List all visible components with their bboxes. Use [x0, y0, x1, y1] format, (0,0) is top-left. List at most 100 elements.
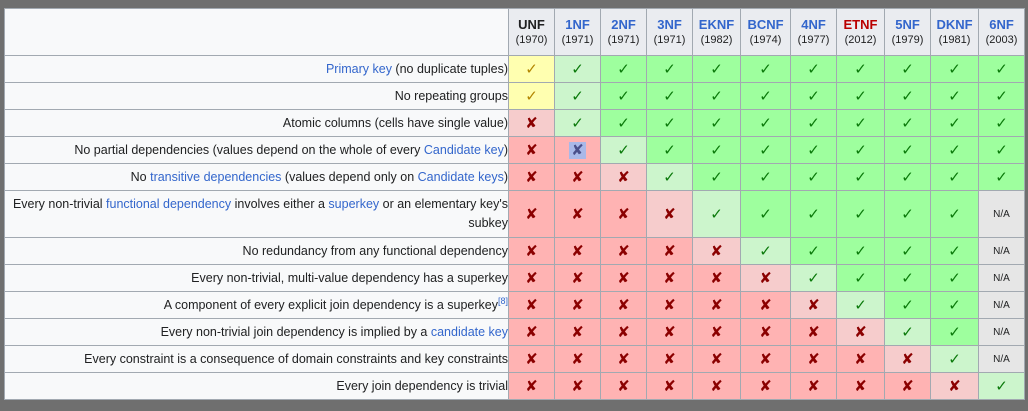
na-text: N/A: [993, 353, 1010, 365]
column-name-link[interactable]: 1NF: [565, 16, 590, 32]
check-icon: ✓: [759, 61, 772, 78]
check-icon: ✓: [901, 61, 914, 78]
cross-icon: ✘: [901, 351, 914, 368]
requirement-text: involves either a: [231, 197, 329, 212]
requirement-label: Every join dependency is trivial: [4, 372, 509, 400]
cross-icon: ✘: [759, 351, 772, 368]
cross-icon: ✘: [525, 297, 538, 314]
cross-icon: ✘: [807, 297, 820, 314]
cross-icon: ✘: [807, 351, 820, 368]
cell-4nf-cross-icon: ✘: [790, 318, 837, 346]
requirement-link[interactable]: Candidate key: [423, 142, 504, 157]
cell-6nf-na: N/A: [978, 264, 1025, 292]
check-icon: ✓: [854, 297, 867, 314]
cell-5nf-check-icon: ✓: [884, 190, 931, 238]
column-name-link[interactable]: 4NF: [801, 16, 826, 32]
cell-bcnf-check-icon: ✓: [740, 55, 791, 83]
requirement-label: Atomic columns (cells have single value): [4, 109, 509, 137]
requirement-text: No repeating groups: [394, 88, 508, 103]
requirement-link[interactable]: candidate key: [430, 324, 508, 339]
cell-6nf-na: N/A: [978, 237, 1025, 265]
cell-4nf-cross-icon: ✘: [790, 372, 837, 400]
requirement-link[interactable]: superkey: [328, 197, 380, 212]
cell-2nf-cross-icon: ✘: [600, 264, 647, 292]
cell-3nf-cross-icon: ✘: [646, 318, 693, 346]
column-name-link[interactable]: BCNF: [747, 16, 784, 32]
requirement-label: Every non-trivial functional dependency …: [4, 190, 509, 238]
cell-unf-cross-icon: ✘: [508, 163, 555, 191]
column-name-link[interactable]: 3NF: [657, 16, 682, 32]
column-name-link[interactable]: 2NF: [611, 16, 636, 32]
table-row: A component of every explicit join depen…: [4, 291, 1025, 319]
column-name-link[interactable]: 5NF: [895, 16, 920, 32]
check-icon: ✓: [710, 206, 723, 223]
cell-5nf-check-icon: ✓: [884, 109, 931, 137]
cell-etnf-cross-icon: ✘: [836, 345, 885, 373]
cross-icon: ✘: [525, 115, 538, 132]
check-icon: ✓: [571, 61, 584, 78]
check-icon: ✓: [617, 88, 630, 105]
header-corner: [4, 8, 509, 56]
column-name-link[interactable]: DKNF: [936, 16, 973, 32]
cell-unf-check-icon: ✓: [508, 55, 555, 83]
requirement-text: ): [503, 142, 508, 157]
check-icon: ✓: [901, 324, 914, 341]
normal-forms-table-container: UNF (1970) 1NF (1971) 2NF (1971) 3NF (1971) EKNF…: [4, 8, 1025, 400]
cell-5nf-check-icon: ✓: [884, 55, 931, 83]
check-icon: ✓: [948, 351, 961, 368]
check-icon: ✓: [759, 142, 772, 159]
requirement-link[interactable]: Candidate keys: [417, 169, 504, 184]
requirement-link[interactable]: Primary key: [325, 61, 392, 76]
cell-4nf-cross-icon: ✘: [790, 291, 837, 319]
check-icon: ✓: [901, 88, 914, 105]
cell-5nf-check-icon: ✓: [884, 318, 931, 346]
reference-link[interactable]: [8]: [497, 295, 508, 306]
column-header-etnf: ETNF (2012): [836, 8, 885, 56]
cell-dknf-check-icon: ✓: [930, 82, 979, 110]
check-icon: ✓: [948, 142, 961, 159]
cell-6nf-check-icon: ✓: [978, 55, 1025, 83]
cross-icon: ✘: [525, 351, 538, 368]
column-name-link[interactable]: 6NF: [989, 16, 1014, 32]
cell-bcnf-check-icon: ✓: [740, 190, 791, 238]
cell-etnf-check-icon: ✓: [836, 55, 885, 83]
cell-1nf-cross-icon: ✘: [554, 318, 601, 346]
cross-icon: ✘: [807, 378, 820, 395]
check-icon: ✓: [807, 88, 820, 105]
cell-eknf-cross-icon: ✘: [692, 318, 741, 346]
check-icon: ✓: [807, 206, 820, 223]
cross-icon: ✘: [759, 378, 772, 395]
cell-3nf-check-icon: ✓: [646, 109, 693, 137]
check-icon: ✓: [854, 142, 867, 159]
column-name-link[interactable]: ETNF: [843, 16, 878, 32]
cross-icon: ✘: [571, 297, 584, 314]
check-icon: ✓: [995, 378, 1008, 395]
cell-3nf-cross-icon: ✘: [646, 190, 693, 238]
cross-icon: ✘: [759, 324, 772, 341]
check-icon: ✓: [710, 61, 723, 78]
cell-bcnf-check-icon: ✓: [740, 163, 791, 191]
requirement-link[interactable]: transitive dependencies: [150, 169, 282, 184]
cell-3nf-cross-icon: ✘: [646, 291, 693, 319]
check-icon: ✓: [710, 88, 723, 105]
cell-2nf-cross-icon: ✘: [600, 372, 647, 400]
na-text: N/A: [993, 208, 1010, 220]
check-icon: ✓: [759, 169, 772, 186]
requirement-text: No partial dependencies (values depend o…: [74, 142, 424, 157]
cell-bcnf-cross-icon: ✘: [740, 291, 791, 319]
requirement-link[interactable]: functional dependency: [106, 197, 232, 212]
cell-5nf-check-icon: ✓: [884, 237, 931, 265]
check-icon: ✓: [854, 206, 867, 223]
cross-icon: ✘: [710, 324, 723, 341]
cross-icon: ✘: [854, 378, 867, 395]
cell-bcnf-check-icon: ✓: [740, 136, 791, 164]
column-name-link[interactable]: EKNF: [698, 16, 735, 32]
cell-unf-cross-icon: ✘: [508, 372, 555, 400]
cell-2nf-cross-icon: ✘: [600, 163, 647, 191]
table-row: Every join dependency is trivial ✘ ✘ ✘ ✘ ✘ ✘ ✘ ✘…: [4, 372, 1025, 400]
requirement-label: A component of every explicit join depen…: [4, 291, 509, 319]
cross-icon: ✘: [571, 324, 584, 341]
check-icon: ✓: [948, 324, 961, 341]
cell-1nf-check-icon: ✓: [554, 55, 601, 83]
cross-icon: ✘: [854, 324, 867, 341]
